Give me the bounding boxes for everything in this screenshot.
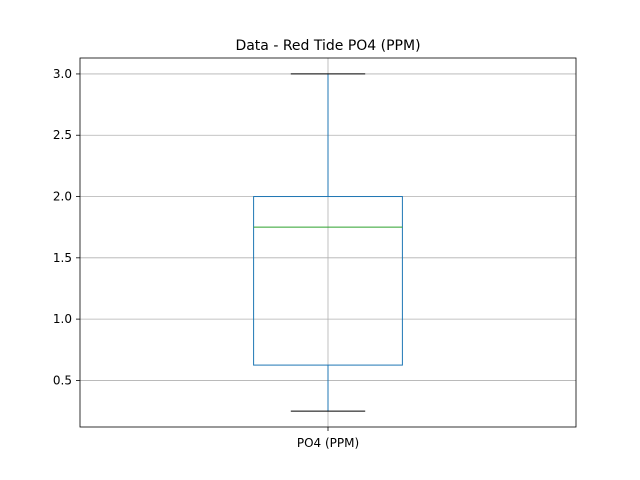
plot-area-frame (79, 57, 577, 428)
y-tick-label: 0.5 (53, 373, 72, 387)
box-po4-ppm (253, 73, 403, 412)
x-axis: PO4 (PPM) (297, 427, 359, 450)
y-tick-label: 2.5 (53, 128, 72, 142)
chart-title: Data - Red Tide PO4 (PPM) (235, 38, 420, 54)
interquartile-box (253, 196, 403, 366)
box-series (253, 73, 403, 412)
y-tick-label: 3.0 (53, 67, 72, 81)
x-tick-label: PO4 (PPM) (297, 436, 359, 450)
y-tick-label: 1.0 (53, 312, 72, 326)
y-axis: 0.5 1.0 1.5 2.0 2.5 3.0 (53, 67, 80, 387)
y-tick-label: 1.5 (53, 251, 72, 265)
y-tick-label: 2.0 (53, 190, 72, 204)
